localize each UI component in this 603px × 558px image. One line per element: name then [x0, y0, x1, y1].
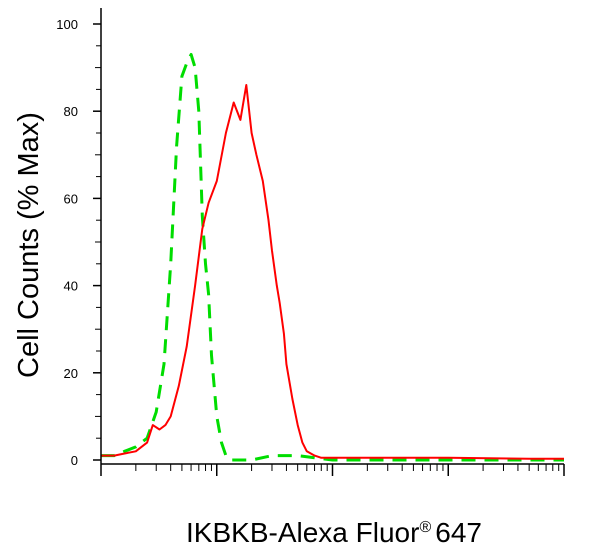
series-line-dashed-green [101, 53, 564, 462]
x-axis-label: IKBKB-Alexa Fluor® 647 [186, 517, 482, 548]
series-line-solid-red [101, 84, 564, 460]
y-axis-label: Cell Counts (% Max) [13, 112, 45, 378]
y-tick-label: 0 [71, 453, 78, 468]
x-axis-label-suffix: 647 [435, 517, 482, 548]
y-axis-ticks: 0 20 40 60 80 100 [56, 17, 101, 468]
y-tick-label: 40 [64, 279, 78, 294]
x-axis-label-main: IKBKB-Alexa Fluor [186, 517, 419, 548]
x-axis-ticks [100, 464, 565, 476]
y-tick-label: 60 [64, 191, 78, 206]
y-tick-label: 100 [56, 17, 78, 32]
y-tick-label: 20 [64, 366, 78, 381]
y-tick-label: 80 [64, 104, 78, 119]
x-axis-label-superscript: ® [419, 519, 431, 536]
plot-marks [101, 53, 564, 462]
